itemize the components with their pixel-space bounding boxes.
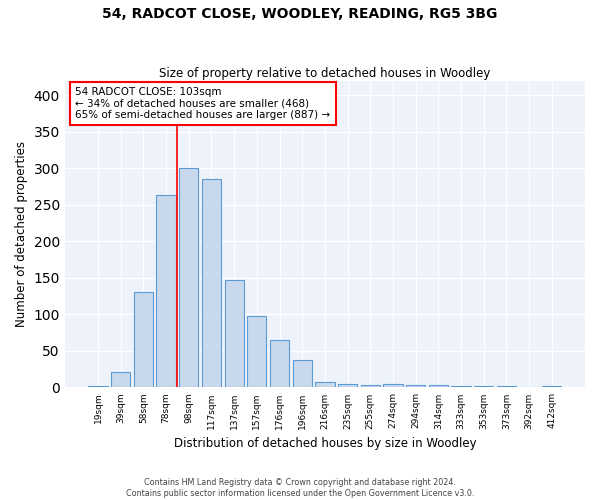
Bar: [497, 386, 516, 388]
Bar: [542, 386, 562, 388]
Bar: [293, 360, 312, 388]
Bar: [224, 280, 244, 388]
Text: Contains HM Land Registry data © Crown copyright and database right 2024.
Contai: Contains HM Land Registry data © Crown c…: [126, 478, 474, 498]
Bar: [428, 385, 448, 388]
Bar: [361, 384, 380, 388]
Bar: [383, 384, 403, 388]
Text: 54 RADCOT CLOSE: 103sqm
← 34% of detached houses are smaller (468)
65% of semi-d: 54 RADCOT CLOSE: 103sqm ← 34% of detache…: [75, 87, 331, 120]
Bar: [270, 340, 289, 388]
Title: Size of property relative to detached houses in Woodley: Size of property relative to detached ho…: [159, 66, 491, 80]
X-axis label: Distribution of detached houses by size in Woodley: Distribution of detached houses by size …: [173, 437, 476, 450]
Bar: [134, 292, 153, 388]
Bar: [202, 180, 221, 388]
Bar: [474, 386, 493, 388]
Bar: [315, 382, 335, 388]
Bar: [88, 386, 108, 388]
Bar: [247, 316, 266, 388]
Y-axis label: Number of detached properties: Number of detached properties: [15, 141, 28, 327]
Bar: [338, 384, 357, 388]
Text: 54, RADCOT CLOSE, WOODLEY, READING, RG5 3BG: 54, RADCOT CLOSE, WOODLEY, READING, RG5 …: [103, 8, 497, 22]
Bar: [179, 168, 199, 388]
Bar: [406, 384, 425, 388]
Bar: [157, 196, 176, 388]
Bar: [111, 372, 130, 388]
Bar: [451, 386, 470, 388]
